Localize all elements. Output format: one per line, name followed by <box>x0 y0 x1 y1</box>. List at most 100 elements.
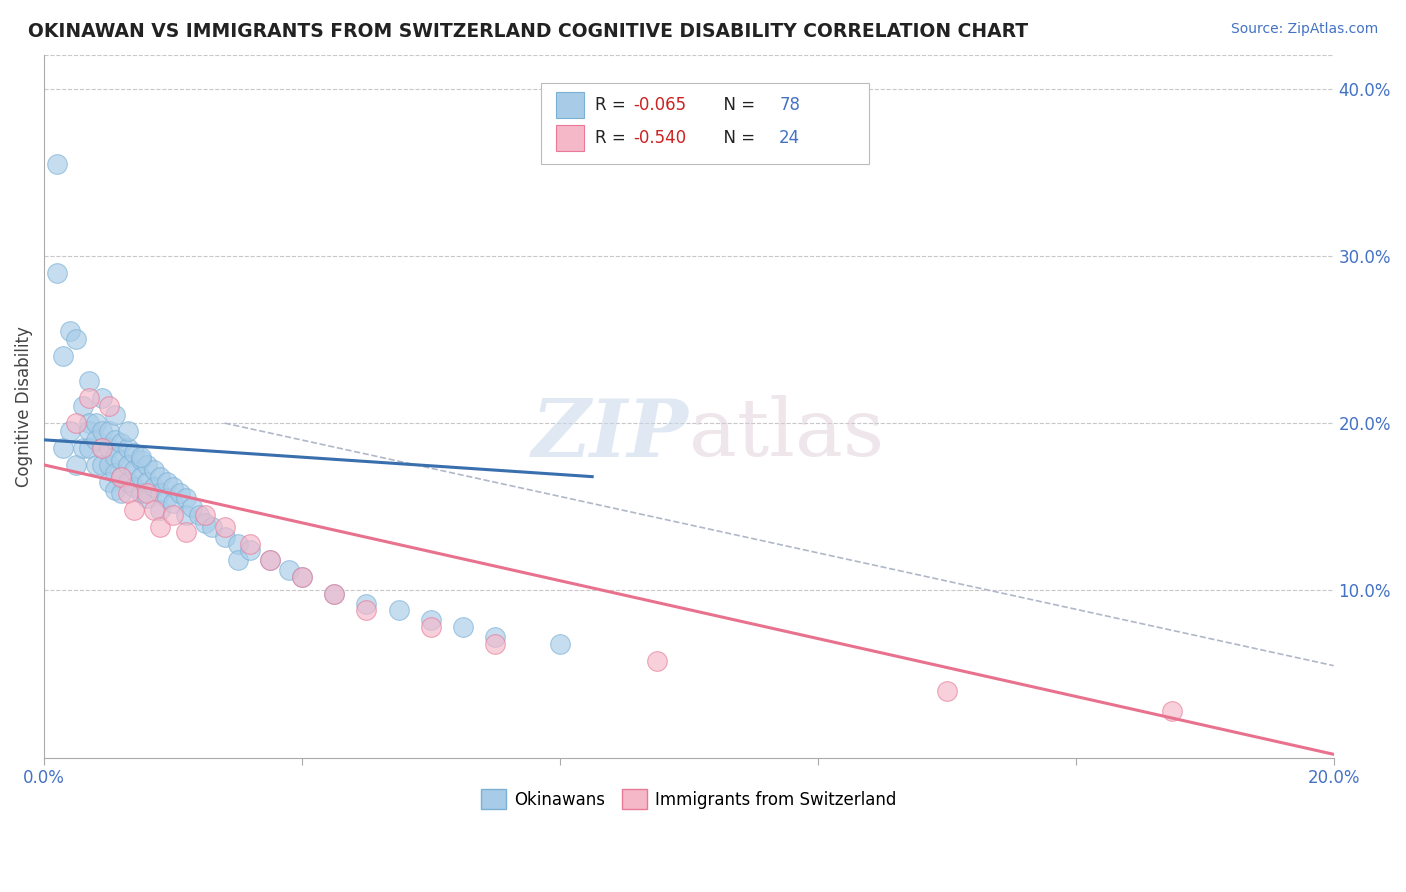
Point <box>162 508 184 522</box>
Point <box>226 553 249 567</box>
Text: 78: 78 <box>779 96 800 114</box>
Point <box>149 503 172 517</box>
Point <box>65 416 87 430</box>
Point <box>97 425 120 439</box>
Legend: Okinawans, Immigrants from Switzerland: Okinawans, Immigrants from Switzerland <box>474 782 904 816</box>
Point <box>91 391 114 405</box>
Point <box>451 620 474 634</box>
Text: 24: 24 <box>779 129 800 147</box>
Point <box>149 520 172 534</box>
Point <box>104 467 127 481</box>
Point <box>149 469 172 483</box>
Point <box>142 463 165 477</box>
Point <box>72 400 94 414</box>
Text: N =: N = <box>713 129 761 147</box>
Point <box>104 450 127 464</box>
Point <box>124 463 146 477</box>
Point <box>129 469 152 483</box>
Point <box>187 508 209 522</box>
Point <box>174 491 197 506</box>
Point <box>110 486 132 500</box>
Point <box>420 620 443 634</box>
Point <box>91 458 114 472</box>
Text: ZIP: ZIP <box>531 396 689 474</box>
Point <box>162 496 184 510</box>
Point <box>59 425 82 439</box>
Text: OKINAWAN VS IMMIGRANTS FROM SWITZERLAND COGNITIVE DISABILITY CORRELATION CHART: OKINAWAN VS IMMIGRANTS FROM SWITZERLAND … <box>28 22 1028 41</box>
Point <box>259 553 281 567</box>
Point <box>278 563 301 577</box>
Point <box>291 570 314 584</box>
Point <box>46 157 69 171</box>
Point <box>214 530 236 544</box>
Point <box>356 603 378 617</box>
Point <box>91 441 114 455</box>
Point <box>181 500 204 514</box>
Point <box>201 520 224 534</box>
Point <box>72 441 94 455</box>
Point <box>59 324 82 338</box>
Point <box>124 503 146 517</box>
Point <box>104 408 127 422</box>
Bar <box>555 92 585 119</box>
Point <box>97 400 120 414</box>
Point <box>77 425 100 439</box>
Point <box>84 458 107 472</box>
Point <box>117 475 139 489</box>
Point <box>156 475 179 489</box>
Point <box>129 450 152 464</box>
Point <box>110 469 132 483</box>
Point <box>129 486 152 500</box>
Point <box>110 469 132 483</box>
Point <box>169 486 191 500</box>
Point <box>149 486 172 500</box>
Point <box>548 637 571 651</box>
Text: atlas: atlas <box>689 395 884 474</box>
Point <box>117 458 139 472</box>
Point <box>323 587 346 601</box>
Point <box>484 637 506 651</box>
Text: -0.540: -0.540 <box>634 129 686 147</box>
Point <box>117 441 139 455</box>
Point <box>52 349 75 363</box>
Point <box>117 425 139 439</box>
Point <box>226 536 249 550</box>
Point <box>65 458 87 472</box>
Point <box>156 491 179 506</box>
Point <box>77 441 100 455</box>
Point <box>136 491 159 506</box>
Point <box>142 480 165 494</box>
Point <box>46 266 69 280</box>
Point <box>52 441 75 455</box>
Point <box>97 441 120 455</box>
Point <box>117 486 139 500</box>
Point <box>484 630 506 644</box>
Point <box>77 374 100 388</box>
Point <box>91 425 114 439</box>
Point <box>136 475 159 489</box>
Point <box>291 570 314 584</box>
Point <box>174 524 197 539</box>
Point <box>77 391 100 405</box>
Point <box>65 333 87 347</box>
Point <box>110 436 132 450</box>
Point <box>214 520 236 534</box>
Point <box>104 433 127 447</box>
Text: R =: R = <box>595 129 631 147</box>
Y-axis label: Cognitive Disability: Cognitive Disability <box>15 326 32 487</box>
Point <box>124 446 146 460</box>
Point <box>136 486 159 500</box>
Point <box>162 480 184 494</box>
Text: Source: ZipAtlas.com: Source: ZipAtlas.com <box>1230 22 1378 37</box>
Point <box>194 516 217 531</box>
Point <box>97 475 120 489</box>
Point <box>259 553 281 567</box>
Point <box>91 441 114 455</box>
Point <box>77 416 100 430</box>
Point <box>1161 704 1184 718</box>
Point <box>110 453 132 467</box>
Point <box>323 587 346 601</box>
Point <box>97 458 120 472</box>
Point <box>356 597 378 611</box>
Point <box>388 603 411 617</box>
